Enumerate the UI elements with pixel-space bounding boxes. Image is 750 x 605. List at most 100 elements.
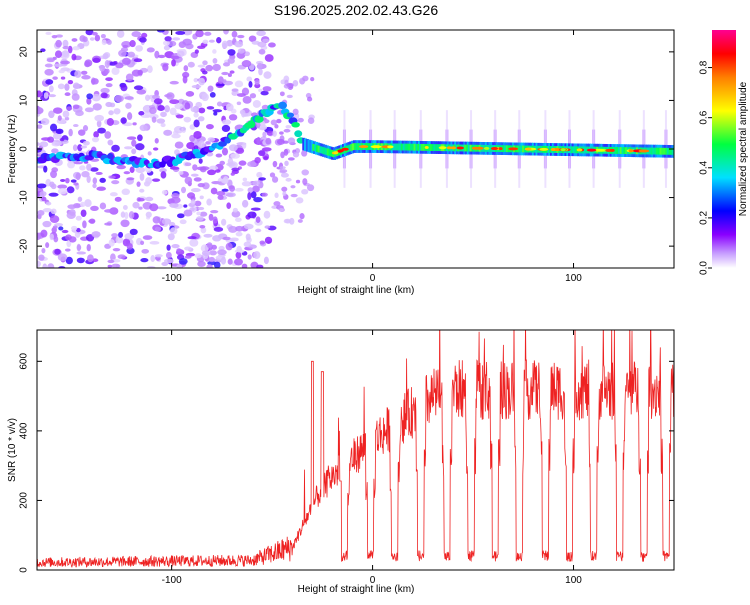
- spectrogram-noise-blob: [49, 181, 55, 188]
- spectrogram-noise-blob: [195, 30, 204, 38]
- spectrogram-noise-blob: [90, 167, 99, 172]
- spectrogram-noise-blob: [276, 138, 285, 145]
- spectrogram-noise-blob: [161, 189, 168, 195]
- spectrogram-noise-blob: [161, 218, 172, 225]
- spectrogram-noise-blob: [210, 187, 218, 195]
- spectrogram-noise-blob: [91, 93, 101, 102]
- spectrogram-noise-blob: [109, 207, 119, 215]
- spectrogram-band-inner: [616, 147, 619, 154]
- spectrogram-noise-blob: [169, 80, 179, 85]
- spectrogram-noise-blob: [247, 254, 252, 260]
- spectrogram-noise-blob: [42, 265, 49, 268]
- spectrogram-noise-blob: [195, 101, 203, 108]
- spectrogram-noise-blob: [93, 131, 99, 138]
- spectrogram-noise-blob: [196, 216, 204, 221]
- spectrogram-noise-blob: [302, 75, 309, 82]
- spectrogram-noise-blob: [185, 91, 195, 97]
- spectrogram-noise-blob: [263, 256, 269, 265]
- spectrogram-noise-blob: [287, 137, 296, 145]
- spectrogram-noise-blob: [145, 196, 154, 202]
- snr-ytick-label: 0: [19, 567, 30, 573]
- spectrogram-noise-blob: [306, 184, 315, 192]
- spectrogram-noise-blob: [68, 209, 76, 216]
- spectrogram-noise-blob: [221, 218, 227, 226]
- spectrogram-noise-blob: [281, 186, 288, 192]
- spectrogram-noise-blob: [206, 264, 213, 268]
- spectrogram-noise-blob: [137, 197, 145, 202]
- spectrogram-noise-blob: [175, 114, 184, 119]
- spectrogram-noise-blob: [189, 134, 196, 142]
- snr-xtick-label: 0: [370, 575, 376, 586]
- spectrogram-noise-blob: [107, 264, 113, 268]
- spectrogram-noise-blob: [86, 93, 93, 100]
- spectrogram-noise-blob: [120, 219, 130, 228]
- spectrogram-noise-blob: [197, 260, 206, 267]
- spectrogram-band-outer: [302, 137, 306, 151]
- spectrogram-band-inner: [328, 149, 332, 157]
- spectrogram-noise-blob: [81, 70, 88, 75]
- colorbar-tick-label: 0.4: [699, 160, 710, 174]
- spectrogram-noise-blob: [210, 210, 219, 214]
- spectrogram-noise-blob: [105, 101, 113, 108]
- spectrogram-noise-blob: [40, 137, 51, 141]
- spectrogram-noise-blob: [191, 84, 202, 89]
- spectrogram-noise-blob: [241, 263, 248, 268]
- spectrogram-noise-blob: [198, 107, 206, 114]
- spectrogram-noise-blob: [272, 160, 278, 168]
- spectrogram-noise-blob: [142, 235, 153, 240]
- spectrogram-noise-blob: [129, 166, 135, 173]
- spectrogram-noise-blob: [252, 180, 261, 186]
- spectrogram-band-inner: [467, 144, 471, 152]
- spectrogram-noise-blob: [135, 45, 143, 52]
- spectrogram-noise-blob: [216, 191, 226, 196]
- spectrogram-noise-blob: [139, 37, 147, 43]
- spectrogram-noise-blob: [45, 79, 54, 85]
- spectrogram-noise-blob: [64, 83, 70, 91]
- spectrogram-noise-blob: [201, 250, 211, 257]
- spectrogram-noise-blob: [182, 75, 188, 84]
- spectrogram-noise-blob: [141, 114, 151, 118]
- spectrogram-band-peak: [450, 146, 457, 150]
- spectrogram-noise-blob: [91, 31, 98, 36]
- spectrogram-noise-blob: [86, 175, 91, 184]
- spectrogram-band-inner: [502, 145, 505, 153]
- spectrogram-band-inner: [466, 144, 469, 152]
- spectrogram-noise-blob: [169, 107, 177, 116]
- spectrogram-ytick-label: -20: [19, 238, 30, 253]
- spectrogram-noise-blob: [76, 251, 87, 255]
- colorbar-tick-label: 0.6: [699, 110, 710, 124]
- snr-series-line: [37, 330, 674, 568]
- spectrogram-noise-blob: [256, 264, 264, 268]
- spectrogram-noise-blob: [76, 257, 85, 264]
- spectrogram-noise-blob: [175, 30, 186, 35]
- spectrogram-noise-blob: [94, 34, 101, 42]
- spectrogram-noise-blob: [55, 128, 64, 135]
- spectrogram-band-inner: [315, 145, 319, 152]
- spectrogram-band-inner: [650, 147, 653, 155]
- spectrogram-noise-blob: [106, 39, 112, 45]
- spectrogram-noise-blob: [100, 87, 110, 94]
- spectrogram-band-peak: [551, 147, 556, 151]
- spectrogram-noise-blob: [181, 186, 187, 194]
- spectrogram-band-peak: [370, 145, 382, 149]
- spectrogram-noise-blob: [184, 255, 192, 259]
- spectrogram-band-inner: [330, 149, 333, 157]
- spectrogram-noise-blob: [160, 122, 166, 128]
- spectrogram-noise-blob: [77, 196, 83, 202]
- spectrogram-noise-blob: [124, 211, 129, 220]
- spectrogram-noise-blob: [116, 165, 126, 170]
- spectrogram-noise-blob: [198, 158, 203, 164]
- spectrogram-band-inner: [621, 147, 625, 154]
- spectrogram-noise-blob: [249, 93, 257, 99]
- spectrogram-band-inner: [408, 143, 411, 151]
- snr-ylabel: SNR (10 * v/v): [7, 418, 18, 482]
- spectrogram-band-inner: [648, 147, 652, 155]
- spectrogram-noise-blob: [132, 201, 140, 209]
- spectrogram-noise-blob: [190, 199, 196, 205]
- spectrogram-band-inner: [437, 144, 440, 152]
- spectrogram-noise-blob: [125, 102, 132, 109]
- spectrogram-noise-blob: [241, 199, 249, 208]
- spectrogram-band-inner: [469, 144, 473, 152]
- spectrogram-noise-blob: [160, 111, 167, 118]
